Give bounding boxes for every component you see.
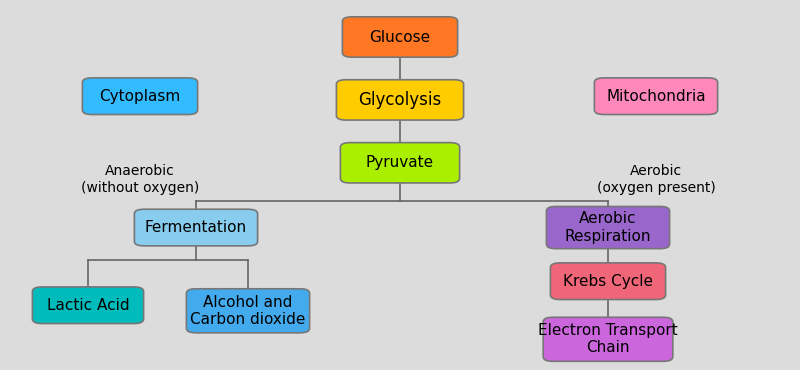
FancyBboxPatch shape <box>32 287 144 323</box>
FancyBboxPatch shape <box>186 289 310 333</box>
Text: Aerobic
(oxygen present): Aerobic (oxygen present) <box>597 164 715 195</box>
Text: Electron Transport
Chain: Electron Transport Chain <box>538 323 678 356</box>
FancyBboxPatch shape <box>134 209 258 246</box>
FancyBboxPatch shape <box>336 80 464 120</box>
Text: Glucose: Glucose <box>370 30 430 44</box>
Text: Mitochondria: Mitochondria <box>606 89 706 104</box>
Text: Krebs Cycle: Krebs Cycle <box>563 274 653 289</box>
Text: Pyruvate: Pyruvate <box>366 155 434 170</box>
FancyBboxPatch shape <box>82 78 198 114</box>
Text: Lactic Acid: Lactic Acid <box>46 298 130 313</box>
FancyBboxPatch shape <box>341 142 459 183</box>
FancyBboxPatch shape <box>543 317 673 361</box>
FancyBboxPatch shape <box>546 206 670 249</box>
Text: Alcohol and
Carbon dioxide: Alcohol and Carbon dioxide <box>190 295 306 327</box>
Text: Aerobic
Respiration: Aerobic Respiration <box>565 211 651 244</box>
Text: Glycolysis: Glycolysis <box>358 91 442 109</box>
Text: Cytoplasm: Cytoplasm <box>99 89 181 104</box>
FancyBboxPatch shape <box>594 78 718 114</box>
FancyBboxPatch shape <box>342 17 458 57</box>
Text: Anaerobic
(without oxygen): Anaerobic (without oxygen) <box>81 164 199 195</box>
Text: Fermentation: Fermentation <box>145 220 247 235</box>
FancyBboxPatch shape <box>550 263 666 300</box>
